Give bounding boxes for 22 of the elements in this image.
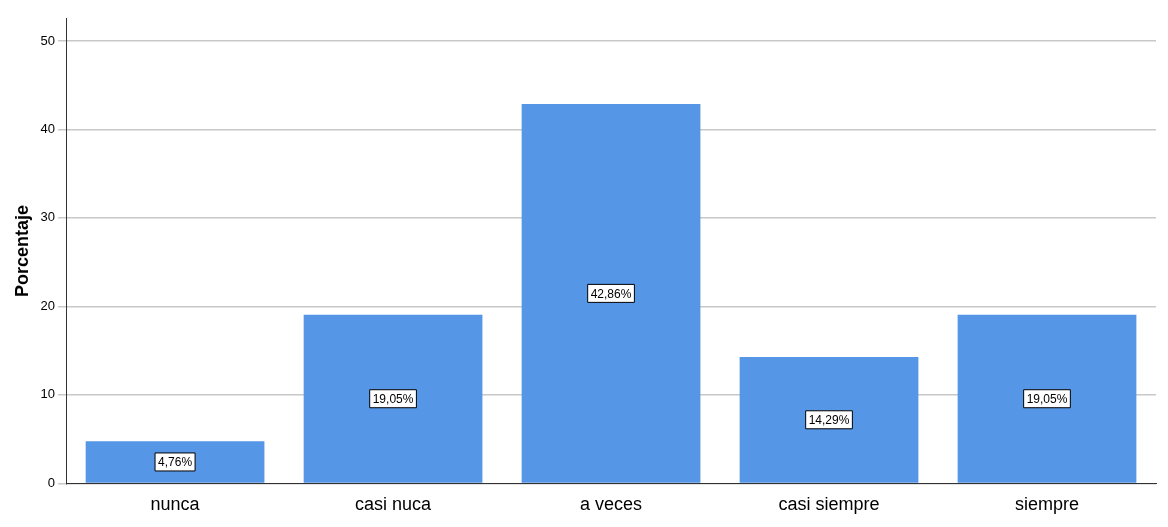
x-tick-label: casi nuca xyxy=(355,494,433,515)
y-tick-label: 20 xyxy=(40,297,56,313)
y-axis-title: Porcentaje xyxy=(11,205,32,298)
data-label: 4,76% xyxy=(158,455,193,470)
bar xyxy=(85,441,265,483)
x-tick-label: nunca xyxy=(150,494,201,515)
y-tick-label: 40 xyxy=(40,121,56,136)
data-label: 42,86% xyxy=(590,286,632,301)
x-tick-label: a veces xyxy=(580,494,643,515)
bar xyxy=(303,314,483,483)
y-tick-label: 10 xyxy=(40,386,56,402)
y-tick-label: 0 xyxy=(47,474,56,490)
y-tick-label: 30 xyxy=(40,209,56,225)
y-tick-label: 50 xyxy=(40,32,56,48)
bar xyxy=(739,356,919,483)
data-label: 19,05% xyxy=(1026,392,1068,407)
x-tick-label: siempre xyxy=(1014,494,1080,515)
x-tick-label: casi siempre xyxy=(778,494,880,515)
data-label: 19,05% xyxy=(372,392,414,407)
bar xyxy=(521,104,701,483)
bar xyxy=(957,314,1137,483)
data-label: 14,29% xyxy=(808,413,850,428)
